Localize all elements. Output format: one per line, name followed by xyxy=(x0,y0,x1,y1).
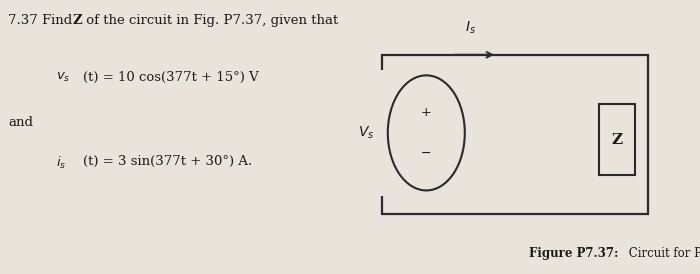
Text: of the circuit in Fig. P7.37, given that: of the circuit in Fig. P7.37, given that xyxy=(82,14,338,27)
Text: $i_s$: $i_s$ xyxy=(56,155,66,171)
Ellipse shape xyxy=(388,75,465,190)
Text: (t) = 3 sin(377t + 30°) A.: (t) = 3 sin(377t + 30°) A. xyxy=(83,155,252,168)
Text: 7.37 Find: 7.37 Find xyxy=(8,14,77,27)
Text: Circuit for Problem 7.37.: Circuit for Problem 7.37. xyxy=(625,247,700,260)
Bar xyxy=(597,101,636,178)
Text: Z: Z xyxy=(73,14,83,27)
Text: $v_s$: $v_s$ xyxy=(56,71,71,84)
Text: (t) = 10 cos(377t + 15°) V: (t) = 10 cos(377t + 15°) V xyxy=(83,71,258,84)
Text: −: − xyxy=(421,147,431,160)
Text: $I_s$: $I_s$ xyxy=(465,19,476,36)
Bar xyxy=(382,55,648,214)
Text: +: + xyxy=(421,106,432,119)
Bar xyxy=(598,104,635,175)
Text: $V_s$: $V_s$ xyxy=(358,125,375,141)
Text: Z: Z xyxy=(611,133,622,147)
Text: Figure P7.37:: Figure P7.37: xyxy=(528,247,618,260)
Text: and: and xyxy=(8,116,34,129)
Bar xyxy=(380,70,464,196)
